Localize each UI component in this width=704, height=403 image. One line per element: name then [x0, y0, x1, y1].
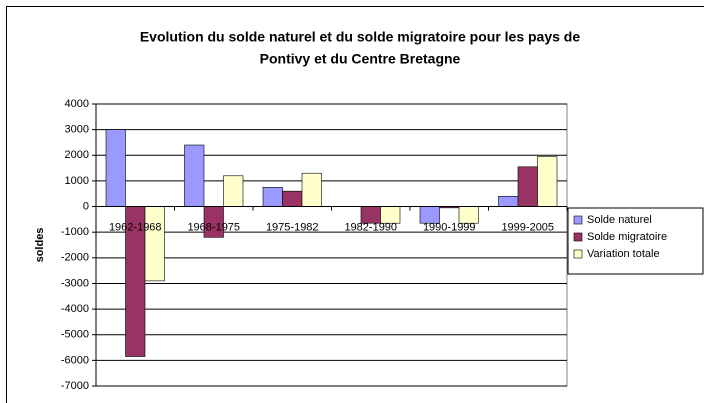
bar — [262, 187, 283, 207]
x-tick-label: 1975-1982 — [266, 221, 319, 233]
x-tick-label: 1962-1968 — [109, 221, 162, 233]
bar — [537, 156, 558, 207]
y-tick-label: -3000 — [61, 277, 89, 289]
bar — [517, 166, 538, 207]
plot-area — [95, 103, 568, 387]
legend-swatch — [573, 232, 583, 242]
x-tick-label: 1999-2005 — [501, 221, 554, 233]
y-tick-label: 0 — [83, 200, 89, 212]
y-axis-title: soldes — [34, 228, 46, 263]
y-tick-label: -6000 — [61, 354, 89, 366]
legend-label: Variation totale — [587, 248, 660, 260]
y-tick-label: -2000 — [61, 252, 89, 264]
y-tick-label: -5000 — [61, 329, 89, 341]
legend-label: Solde naturel — [587, 214, 652, 226]
y-tick-label: 1000 — [65, 175, 89, 187]
y-tick-label: 4000 — [65, 98, 89, 110]
bar — [223, 175, 244, 207]
bar — [301, 172, 322, 207]
legend-box — [567, 207, 704, 275]
x-tick-label: 1990-1999 — [423, 221, 476, 233]
legend-label: Solde migratoire — [587, 231, 667, 243]
legend-swatch — [573, 249, 583, 259]
bar — [184, 144, 205, 207]
y-tick-label: 3000 — [65, 124, 89, 136]
y-tick-label: -4000 — [61, 303, 89, 315]
y-tick-label: -7000 — [61, 380, 89, 392]
bar — [498, 195, 519, 207]
chart-title-line2: Pontivy et du Centre Bretagne — [260, 51, 461, 67]
bar — [282, 190, 303, 207]
bar — [144, 206, 165, 282]
bar — [105, 129, 126, 207]
y-tick-label: -1000 — [61, 226, 89, 238]
x-tick-label: 1982-1990 — [344, 221, 397, 233]
legend-swatch — [573, 215, 583, 225]
x-tick-label: 1968-1975 — [187, 221, 240, 233]
y-tick-label: 2000 — [65, 149, 89, 161]
chart-title: Evolution du solde naturel et du solde m… — [140, 29, 581, 45]
